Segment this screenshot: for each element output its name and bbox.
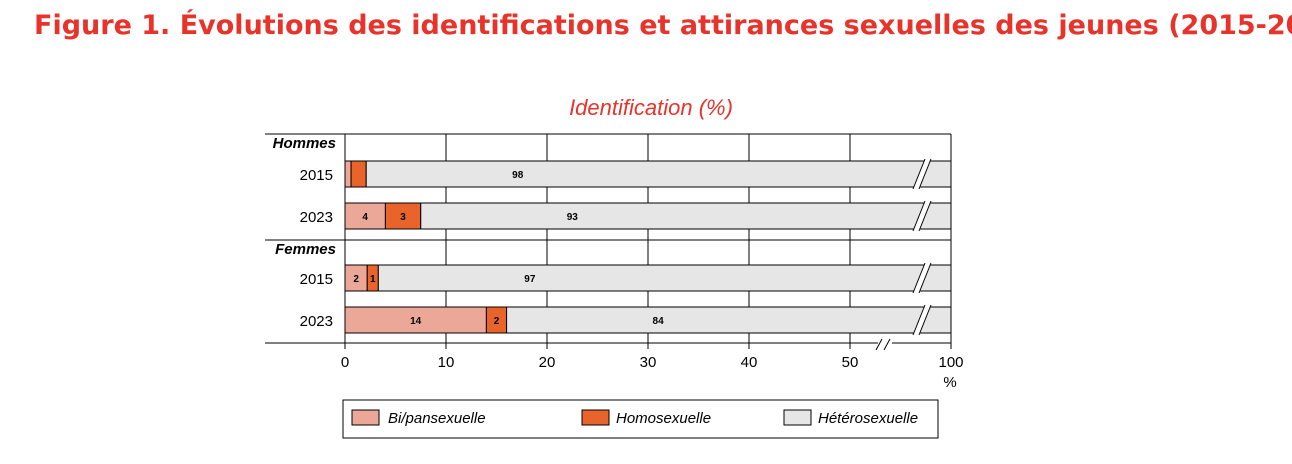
bar-hommes-2023-bi — [344, 202, 386, 230]
data-label-hommes-2023-homo: 3 — [400, 212, 406, 223]
bar-femmes-2023-bi — [344, 306, 487, 334]
break-gap-femmes-2015 — [913, 263, 931, 293]
break-line-a-femmes-2023 — [912, 304, 926, 336]
break-line-b-hommes-2023 — [918, 200, 932, 232]
legend-swatch-bi — [351, 409, 380, 426]
bar-hommes-2015-hetero — [365, 160, 952, 188]
year-label-hommes-2023: 2023 — [300, 209, 333, 226]
data-label-femmes-2015-hetero: 97 — [524, 274, 536, 285]
x-tick-label-1: 10 — [438, 354, 455, 371]
year-label-femmes-2023: 2023 — [300, 313, 333, 330]
group-label-femmes: Femmes — [275, 241, 336, 258]
break-line-b-hommes-2015 — [918, 158, 932, 190]
chart-title: Identification (%) — [569, 95, 733, 120]
data-label-femmes-2015-bi: 2 — [353, 274, 359, 285]
break-gap-hommes-2023 — [913, 201, 931, 231]
legend-label-bi: Bi/pansexuelle — [388, 410, 486, 427]
year-label-hommes-2015: 2015 — [300, 167, 333, 184]
break-gap-femmes-2023 — [913, 305, 931, 335]
bar-hommes-2015-bi — [344, 160, 352, 188]
bar-hommes-2015-homo — [350, 160, 367, 188]
data-label-femmes-2023-bi: 14 — [410, 316, 422, 327]
axis-break-line-a — [875, 338, 883, 351]
data-label-hommes-2023-bi: 4 — [362, 212, 368, 223]
bar-femmes-2023-hetero — [506, 306, 952, 334]
x-tick-label-6: 100 — [938, 354, 963, 371]
data-label-hommes-2015-hetero: 98 — [512, 170, 524, 181]
legend: Bi/pansexuelle Homosexuelle Hétérosexuelle — [342, 399, 939, 439]
bar-femmes-2015-hetero — [377, 264, 952, 292]
legend-swatch-hetero — [783, 409, 812, 426]
x-tick-label-3: 30 — [640, 354, 657, 371]
break-line-a-hommes-2023 — [912, 200, 926, 232]
break-line-a-femmes-2015 — [912, 262, 926, 294]
axis-break-marks — [875, 158, 932, 352]
bar-hommes-2023-hetero — [420, 202, 952, 230]
data-label-femmes-2023-homo: 2 — [494, 316, 500, 327]
data-label-femmes-2015-homo: 1 — [370, 274, 376, 285]
break-line-b-femmes-2023 — [918, 304, 932, 336]
row-labels: Hommes 2015 2023 Femmes 2015 2023 — [273, 135, 336, 330]
break-gap-hommes-2015 — [913, 159, 931, 189]
axis-break-line-b — [883, 338, 891, 351]
x-axis-unit: % — [943, 374, 956, 391]
legend-label-hetero: Hétérosexuelle — [818, 410, 918, 427]
legend-frame — [342, 399, 939, 439]
group-label-hommes: Hommes — [273, 135, 336, 152]
data-label-hommes-2023-hetero: 93 — [567, 212, 579, 223]
legend-label-homo: Homosexuelle — [616, 410, 711, 427]
x-tick-label-0: 0 — [341, 354, 349, 371]
x-tick-label-5: 50 — [842, 354, 859, 371]
figure-title: Figure 1. Évolutions des identifications… — [34, 10, 1292, 41]
legend-swatch-homo — [581, 409, 610, 426]
x-tick-label-4: 40 — [741, 354, 758, 371]
axis-break-gap — [878, 340, 892, 352]
break-line-a-hommes-2015 — [912, 158, 926, 190]
break-line-b-femmes-2015 — [918, 262, 932, 294]
x-tick-label-2: 20 — [539, 354, 556, 371]
data-label-femmes-2023-hetero: 84 — [653, 316, 665, 327]
year-label-femmes-2015: 2015 — [300, 271, 333, 288]
x-axis-ticks: 0 10 20 30 40 50 100 — [341, 343, 964, 371]
